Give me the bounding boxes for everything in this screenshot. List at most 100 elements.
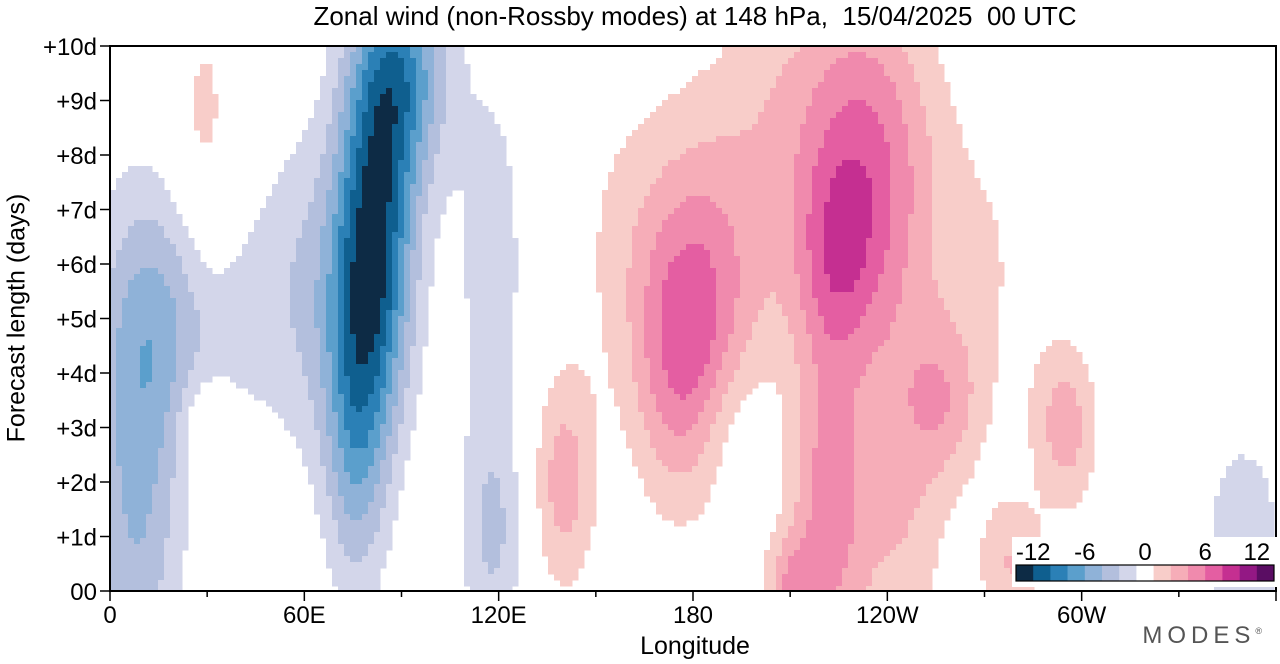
field-cell [884, 244, 891, 251]
field-cell [374, 58, 381, 65]
field-cell [116, 190, 123, 197]
field-cell [758, 214, 765, 221]
field-cell [614, 244, 621, 251]
field-cell [812, 304, 819, 311]
field-cell [482, 226, 489, 233]
field-cell [794, 166, 801, 173]
field-cell [326, 106, 333, 113]
field-cell [248, 298, 255, 305]
field-cell [452, 160, 459, 167]
field-cell [380, 316, 387, 323]
field-cell [758, 148, 765, 155]
field-cell [806, 310, 813, 317]
field-cell [374, 70, 381, 77]
field-cell [464, 184, 471, 191]
field-cell [602, 268, 609, 275]
field-cell [890, 190, 897, 197]
field-cell [956, 184, 963, 191]
field-cell [404, 94, 411, 101]
field-cell [740, 322, 747, 329]
field-cell [968, 316, 975, 323]
field-cell [110, 214, 117, 221]
field-cell [914, 76, 921, 83]
field-cell [956, 190, 963, 197]
field-cell [122, 244, 129, 251]
field-cell [362, 244, 369, 251]
field-cell [800, 322, 807, 329]
field-cell [716, 262, 723, 269]
field-cell [146, 262, 153, 269]
field-cell [962, 322, 969, 329]
field-cell [902, 280, 909, 287]
field-cell [338, 310, 345, 317]
field-cell [386, 178, 393, 185]
field-cell [860, 112, 867, 119]
field-cell [980, 190, 987, 197]
field-cell [344, 190, 351, 197]
field-cell [332, 88, 339, 95]
field-cell [314, 334, 321, 341]
field-cell [368, 208, 375, 215]
field-cell [308, 148, 315, 155]
field-cell [398, 328, 405, 335]
field-cell [284, 220, 291, 227]
field-cell [368, 142, 375, 149]
field-cell [110, 268, 117, 275]
field-cell [674, 112, 681, 119]
field-cell [866, 220, 873, 227]
field-cell [746, 166, 753, 173]
field-cell [728, 250, 735, 257]
field-cell [434, 64, 441, 71]
field-cell [866, 160, 873, 167]
field-cell [920, 94, 927, 101]
field-cell [740, 208, 747, 215]
field-cell [812, 94, 819, 101]
field-cell [788, 268, 795, 275]
field-cell [344, 130, 351, 137]
field-cell [662, 118, 669, 125]
field-cell [974, 232, 981, 239]
field-cell [962, 154, 969, 161]
field-cell [332, 64, 339, 71]
field-cell [398, 64, 405, 71]
field-cell [722, 262, 729, 269]
field-cell [896, 142, 903, 149]
field-cell [704, 124, 711, 131]
field-cell [944, 142, 951, 149]
field-cell [974, 238, 981, 245]
field-cell [452, 166, 459, 173]
field-cell [404, 292, 411, 299]
field-cell [248, 328, 255, 335]
field-cell [812, 70, 819, 77]
field-cell [836, 226, 843, 233]
field-cell [626, 268, 633, 275]
field-cell [632, 190, 639, 197]
field-cell [680, 214, 687, 221]
field-cell [470, 184, 477, 191]
field-cell [374, 172, 381, 179]
field-cell [782, 76, 789, 83]
field-cell [626, 202, 633, 209]
field-cell [254, 328, 261, 335]
field-cell [428, 70, 435, 77]
field-cell [968, 250, 975, 257]
field-cell [674, 262, 681, 269]
field-cell [494, 232, 501, 239]
field-cell [338, 202, 345, 209]
field-cell [470, 142, 477, 149]
field-cell [986, 244, 993, 251]
field-cell [782, 154, 789, 161]
field-cell [764, 130, 771, 137]
field-cell [254, 286, 261, 293]
field-cell [644, 166, 651, 173]
field-cell [368, 316, 375, 323]
field-cell [938, 130, 945, 137]
field-cell [650, 118, 657, 125]
field-cell [644, 262, 651, 269]
field-cell [674, 304, 681, 311]
field-cell [308, 238, 315, 245]
field-cell [176, 328, 183, 335]
field-cell [710, 316, 717, 323]
field-cell [806, 304, 813, 311]
field-cell [878, 280, 885, 287]
